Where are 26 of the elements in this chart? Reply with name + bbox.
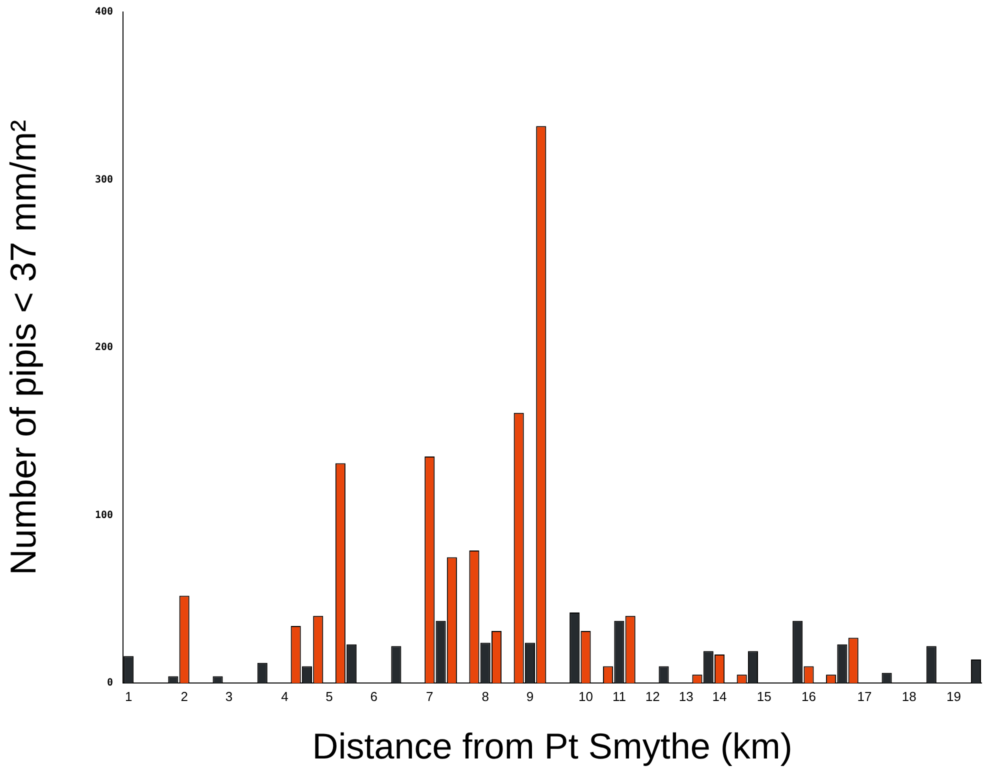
x-tick-label: 10 [578,689,593,704]
x-tick-label: 15 [756,689,772,704]
x-tick-label: 6 [370,689,378,704]
x-tick-label: 9 [526,689,534,704]
y-tick-label: 0 [106,678,113,689]
x-tick-label: 7 [426,689,434,704]
x-tick-label: 3 [225,689,233,704]
x-tick-label: 19 [946,689,961,704]
y-tick-label: 400 [94,6,113,18]
y-tick-label: 300 [94,174,113,186]
x-tick-label: 2 [180,689,188,704]
x-tick-label: 16 [802,689,816,704]
y-axis-title: Number of pipis < 37 mm/m² [2,120,44,576]
x-tick-label: 13 [678,689,694,704]
x-tick-label: 12 [645,689,660,704]
x-tick-label: 5 [326,689,333,704]
x-tick-label: 18 [902,689,916,704]
y-tick-label: 100 [94,510,113,521]
x-tick-label: 8 [482,689,490,704]
x-tick-label: 11 [612,689,626,704]
x-tick-label: 14 [712,689,727,704]
y-tick-label: 200 [94,342,113,354]
x-tick-label: 4 [281,689,288,704]
x-axis-title: Distance from Pt Smythe (km) [312,725,792,766]
x-tick-label: 1 [124,689,132,704]
x-tick-label: 17 [857,689,872,704]
